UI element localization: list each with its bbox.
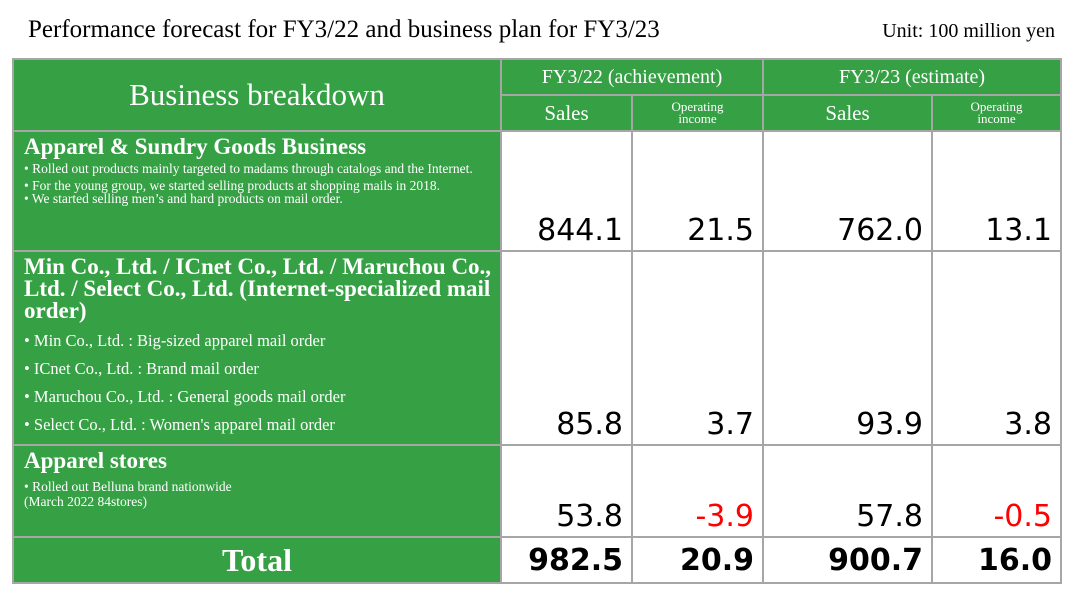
forecast-table: Business breakdown FY3/22 (achievement) … [12, 58, 1062, 584]
income-label: income [678, 111, 717, 126]
operating-label: Operating [970, 99, 1023, 114]
value-cell: 53.8 [500, 444, 633, 538]
header-fy22: FY3/22 (achievement) [500, 58, 764, 96]
business-heading: Min Co., Ltd. / ICnet Co., Ltd. / Maruch… [24, 254, 492, 323]
value-cell: 762.0 [762, 130, 933, 252]
header-fy23: FY3/23 (estimate) [762, 58, 1062, 96]
page-title: Performance forecast for FY3/22 and busi… [28, 16, 660, 43]
bullet-item: • We started selling men’s and hard prod… [24, 191, 343, 206]
row-description: Min Co., Ltd. / ICnet Co., Ltd. / Maruch… [12, 250, 502, 446]
total-value: 16.0 [931, 536, 1062, 584]
header-fy23-sales: Sales [762, 94, 933, 132]
bullet-item: • Min Co., Ltd. : Big-sized apparel mail… [24, 331, 326, 350]
bullet-item: • Maruchou Co., Ltd. : General goods mai… [24, 387, 346, 406]
value-cell: 13.1 [931, 130, 1062, 252]
header-fy22-sales: Sales [500, 94, 633, 132]
value-cell: 85.8 [500, 250, 633, 446]
bullet-item: (March 2022 84stores) [24, 494, 147, 509]
value-cell: 3.7 [631, 250, 764, 446]
value-cell: 844.1 [500, 130, 633, 252]
total-label: Total [12, 536, 502, 584]
value-cell-negative: -0.5 [931, 444, 1062, 538]
table-row: Apparel stores • Rolled out Belluna bran… [12, 444, 1062, 538]
business-heading: Apparel & Sundry Goods Business [24, 134, 367, 159]
bullet-item: • Select Co., Ltd. : Women's apparel mai… [24, 415, 335, 434]
value-cell: 93.9 [762, 250, 933, 446]
business-heading: Apparel stores [24, 448, 167, 473]
row-description: Apparel stores • Rolled out Belluna bran… [12, 444, 502, 538]
bullet-item: • Rolled out products mainly targeted to… [24, 161, 473, 176]
bullet-item: • Rolled out Belluna brand nationwide [24, 479, 232, 494]
bullet-item: • ICnet Co., Ltd. : Brand mail order [24, 359, 259, 378]
value-cell: 3.8 [931, 250, 1062, 446]
header-business-breakdown: Business breakdown [12, 58, 502, 132]
total-row: Total 982.5 20.9 900.7 16.0 [12, 536, 1062, 584]
total-value: 900.7 [762, 536, 933, 584]
total-value: 20.9 [631, 536, 764, 584]
value-cell: 21.5 [631, 130, 764, 252]
value-cell-negative: -3.9 [631, 444, 764, 538]
header-fy23-operating-income: Operating income [931, 94, 1062, 132]
total-value: 982.5 [500, 536, 633, 584]
value-cell: 57.8 [762, 444, 933, 538]
bullet-item: • For the young group, we started sellin… [24, 178, 441, 193]
header-fy22-operating-income: Operating income [631, 94, 764, 132]
income-label: income [977, 111, 1016, 126]
table-row: Apparel & Sundry Goods Business • Rolled… [12, 130, 1062, 252]
table-row: Min Co., Ltd. / ICnet Co., Ltd. / Maruch… [12, 250, 1062, 446]
unit-label: Unit: 100 million yen [882, 20, 1055, 42]
row-description: Apparel & Sundry Goods Business • Rolled… [12, 130, 502, 252]
operating-label: Operating [671, 99, 724, 114]
